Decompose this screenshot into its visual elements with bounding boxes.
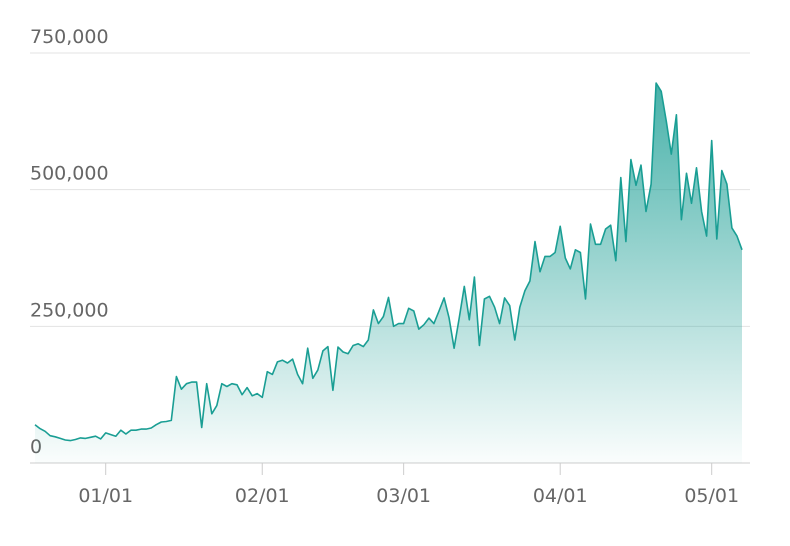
x-tick-label: 01/01 xyxy=(78,485,133,507)
area-line xyxy=(34,82,743,442)
x-tick-label: 03/01 xyxy=(376,485,431,507)
area-fill xyxy=(35,83,742,463)
x-tick-label: 02/01 xyxy=(235,485,290,507)
x-tick-label: 05/01 xyxy=(684,485,739,507)
y-tick-label: 750,000 xyxy=(30,26,109,48)
y-tick-label: 250,000 xyxy=(30,299,109,321)
x-tick-label: 04/01 xyxy=(533,485,588,507)
y-tick-label: 500,000 xyxy=(30,163,109,185)
